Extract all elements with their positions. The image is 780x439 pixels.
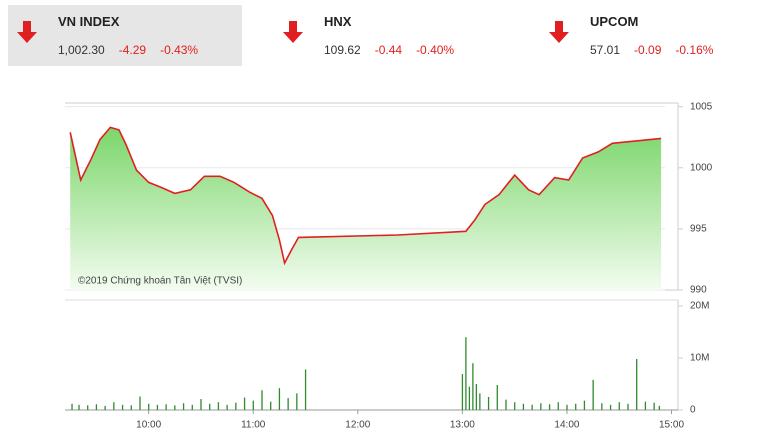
down-arrow bbox=[283, 21, 303, 43]
volume-bar bbox=[200, 399, 202, 410]
volume-bar bbox=[496, 385, 498, 410]
volume-bar bbox=[71, 403, 73, 410]
index-values: 1,002.30 -4.29 -0.43% bbox=[58, 43, 212, 57]
volume-bar bbox=[557, 402, 559, 410]
y-tick-label: 20M bbox=[690, 301, 709, 312]
volume-bar bbox=[644, 401, 647, 410]
x-tick-label: 10:00 bbox=[136, 420, 161, 431]
index-change: -4.29 bbox=[118, 43, 147, 57]
volume-bar bbox=[156, 404, 159, 410]
index-name: UPCOM bbox=[590, 14, 639, 29]
volume-bar bbox=[522, 403, 525, 410]
index-percent: -0.43% bbox=[160, 43, 199, 57]
volume-bar bbox=[226, 404, 228, 410]
volume-bar bbox=[95, 404, 98, 410]
volume-bar bbox=[209, 403, 211, 410]
y-tick-label: 0 bbox=[690, 405, 696, 416]
volume-bar bbox=[148, 403, 150, 410]
volume-bar bbox=[609, 404, 612, 410]
volume-bar bbox=[465, 337, 467, 410]
index-values: 109.62 -0.44 -0.40% bbox=[324, 43, 468, 57]
annotation: ©2019 Chứng khoán Tân Việt (TVSI) bbox=[78, 276, 242, 287]
volume-bar bbox=[104, 405, 106, 410]
area bbox=[70, 127, 662, 291]
index-value: 109.62 bbox=[324, 43, 361, 57]
volume-bar bbox=[235, 402, 237, 410]
volume-bar bbox=[304, 369, 307, 410]
x-tick-label: 14:00 bbox=[554, 420, 579, 431]
volume-bar bbox=[575, 403, 577, 410]
index-percent: -0.40% bbox=[416, 43, 455, 57]
index-change: -0.44 bbox=[374, 43, 403, 57]
volume-bar bbox=[261, 390, 263, 410]
volume-bar bbox=[618, 402, 620, 410]
volume-bar bbox=[514, 402, 516, 410]
volume-bar bbox=[531, 404, 533, 410]
down-arrow bbox=[549, 21, 569, 43]
volume-bar bbox=[191, 404, 193, 410]
volume-bar bbox=[287, 398, 289, 410]
y-tick-label: 990 bbox=[690, 285, 707, 296]
index-values: 57.01 -0.09 -0.16% bbox=[590, 43, 727, 57]
volume-bar bbox=[479, 393, 481, 410]
volume-bar bbox=[636, 359, 638, 410]
volume-bar bbox=[296, 393, 298, 410]
x-tick-label: 15:00 bbox=[659, 420, 684, 431]
x-tick-label: 12:00 bbox=[345, 420, 370, 431]
price-line bbox=[69, 126, 662, 266]
y-tick-label: 10M bbox=[690, 353, 709, 364]
volume-bar bbox=[87, 405, 89, 410]
volume-bar bbox=[121, 404, 124, 410]
volume-bar bbox=[217, 402, 220, 410]
index-value: 57.01 bbox=[590, 43, 621, 57]
down-arrow bbox=[17, 21, 37, 43]
volume-bar bbox=[139, 396, 141, 410]
index-change: -0.09 bbox=[634, 43, 662, 57]
volume-bar bbox=[78, 404, 80, 410]
index-panel[interactable]: VN INDEX 1,002.30 -4.29 -0.43% bbox=[8, 5, 242, 66]
volume-bar bbox=[182, 403, 185, 410]
index-value: 1,002.30 bbox=[58, 43, 105, 57]
volume-bar bbox=[658, 405, 661, 410]
volume-bar bbox=[252, 400, 254, 410]
index-name: VN INDEX bbox=[58, 14, 120, 29]
volume-bar bbox=[130, 405, 132, 410]
index-name: HNX bbox=[324, 14, 352, 29]
volume-bar bbox=[592, 379, 594, 410]
volume-bar bbox=[653, 402, 655, 410]
volume-bar bbox=[566, 404, 568, 410]
x-tick-label: 11:00 bbox=[241, 420, 266, 431]
volume-bar bbox=[487, 397, 490, 410]
x-tick-label: 13:00 bbox=[450, 420, 475, 431]
volume-bar bbox=[548, 404, 551, 410]
volume-bar bbox=[165, 404, 167, 410]
volume-bar bbox=[475, 384, 478, 410]
volume-bar bbox=[540, 403, 542, 410]
y-tick-label: 995 bbox=[690, 224, 707, 235]
volume-bar bbox=[505, 399, 507, 410]
volume-bar bbox=[243, 397, 246, 410]
y-tick-label: 1005 bbox=[690, 101, 713, 112]
volume-bar bbox=[468, 386, 471, 410]
volume-bar bbox=[174, 405, 176, 410]
volume-bar bbox=[270, 401, 272, 410]
index-percent: -0.16% bbox=[675, 43, 714, 57]
volume-bar bbox=[113, 402, 115, 410]
volume-bar bbox=[583, 400, 586, 410]
volume-bar bbox=[278, 388, 281, 410]
volume-bar bbox=[472, 363, 474, 410]
volume-bar bbox=[461, 374, 464, 410]
y-tick-label: 1000 bbox=[690, 162, 713, 173]
index-panel[interactable]: HNX 109.62 -0.44 -0.40% bbox=[274, 5, 508, 66]
volume-bar bbox=[627, 403, 629, 410]
index-panel[interactable]: UPCOM 57.01 -0.09 -0.16% bbox=[540, 5, 774, 66]
volume-bar bbox=[601, 403, 603, 410]
